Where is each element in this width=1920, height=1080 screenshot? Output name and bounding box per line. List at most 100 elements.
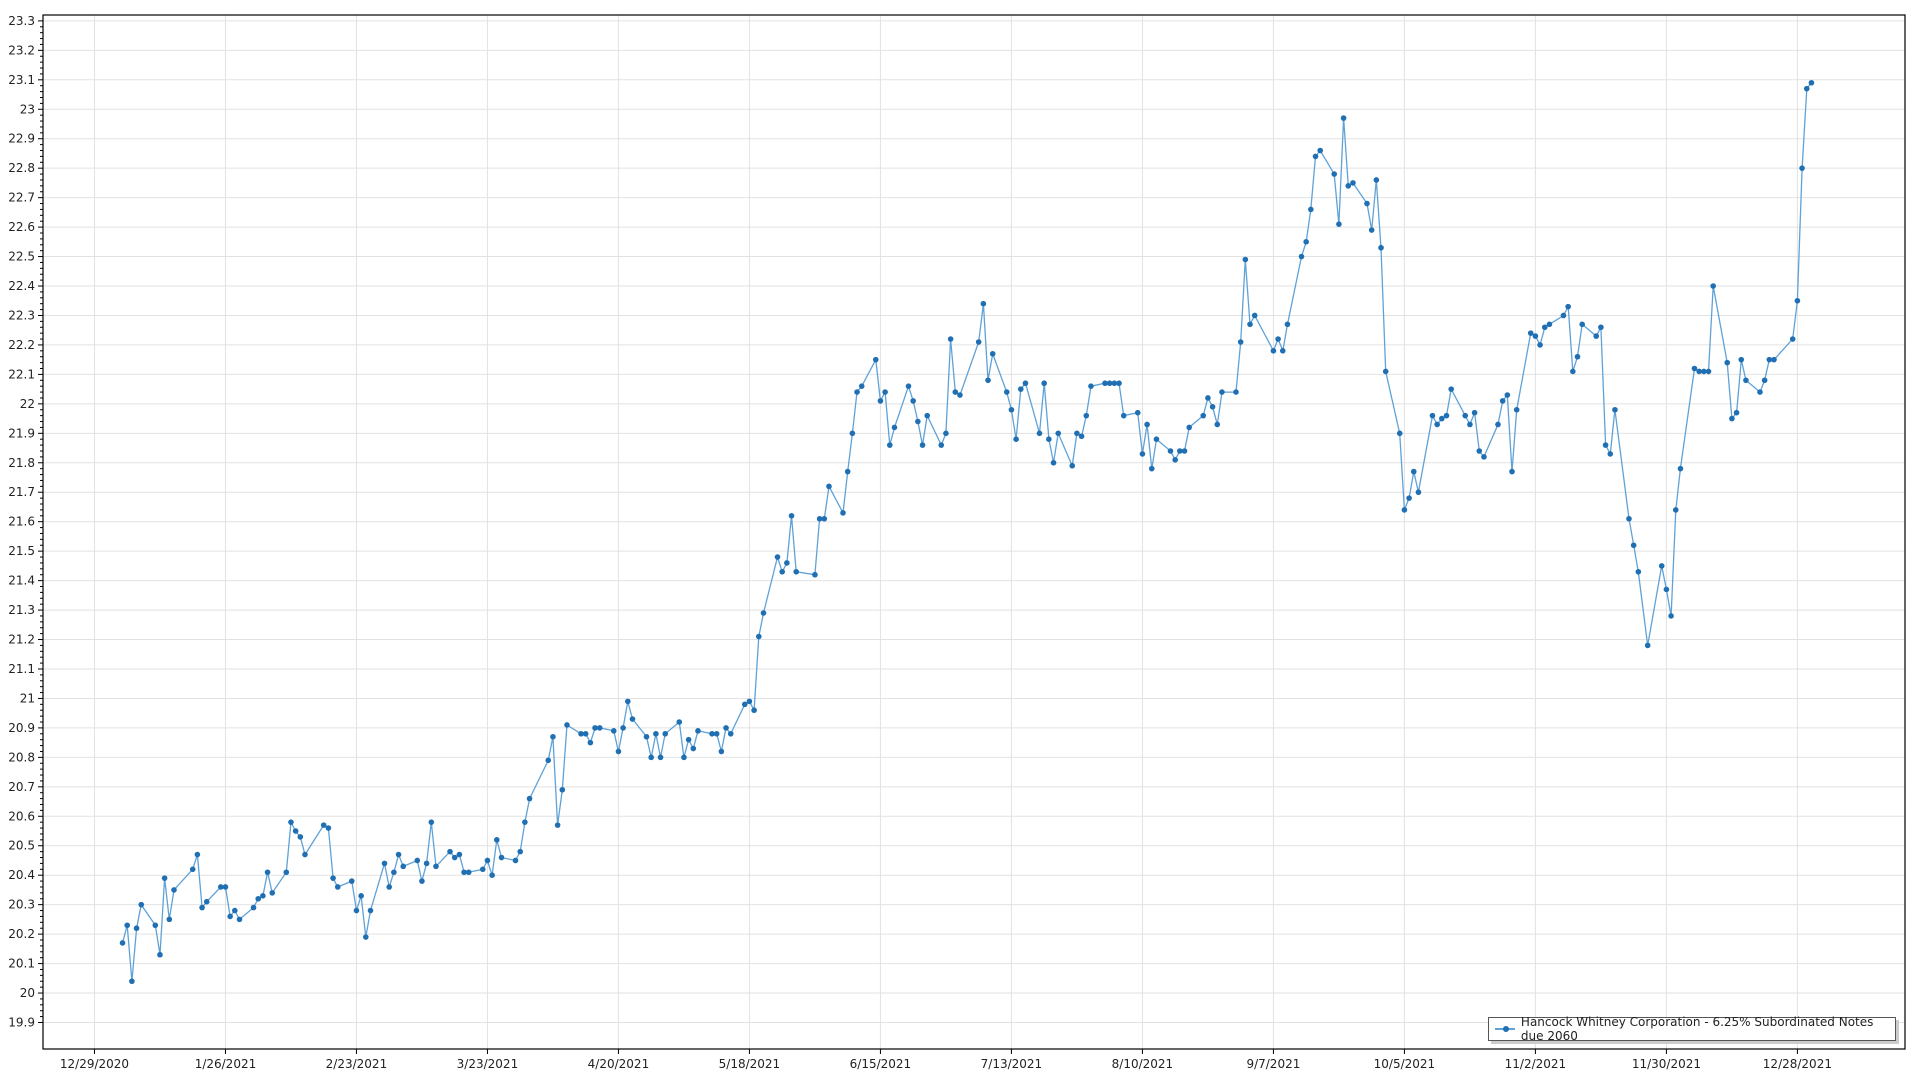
x-tick-label: 11/2/2021 — [1505, 1057, 1567, 1071]
data-point — [1658, 563, 1665, 569]
data-point — [676, 719, 683, 725]
data-point — [1593, 333, 1600, 339]
series-markers — [119, 79, 1815, 985]
data-point — [1612, 406, 1618, 413]
data-point — [849, 430, 856, 437]
data-point — [1799, 165, 1805, 171]
y-tick-label: 21.4 — [8, 574, 35, 588]
data-point — [129, 978, 135, 985]
data-point — [709, 730, 715, 737]
y-tick-label: 20.2 — [8, 927, 35, 941]
data-point — [264, 869, 271, 876]
data-point — [788, 512, 795, 519]
data-point — [395, 851, 402, 858]
data-point — [1036, 430, 1043, 437]
data-point — [330, 875, 336, 881]
data-point — [1120, 412, 1127, 419]
x-tick-label: 5/18/2021 — [719, 1057, 781, 1071]
data-point — [582, 730, 589, 737]
data-point — [989, 350, 996, 357]
data-point — [1181, 448, 1188, 454]
y-tick-label: 21.5 — [8, 544, 35, 558]
data-point — [199, 904, 205, 911]
data-point — [713, 730, 720, 737]
data-point — [760, 610, 767, 616]
data-point — [1710, 283, 1716, 289]
data-point — [1803, 85, 1810, 92]
data-point — [269, 890, 276, 896]
data-point — [559, 786, 566, 793]
data-point — [793, 568, 800, 575]
data-point — [1644, 642, 1651, 649]
data-point — [592, 725, 598, 731]
data-point — [587, 739, 594, 746]
data-point — [872, 356, 879, 363]
data-point — [657, 754, 664, 761]
y-tick-label: 20.6 — [8, 809, 35, 823]
data-point — [1761, 377, 1768, 384]
data-point — [1504, 392, 1511, 398]
data-point — [1672, 507, 1679, 513]
data-point — [1364, 200, 1370, 207]
data-point — [414, 857, 421, 864]
data-point — [1495, 421, 1501, 428]
data-point — [564, 722, 570, 728]
y-tick-label: 21.2 — [8, 633, 35, 647]
data-point — [1532, 333, 1539, 339]
data-point — [461, 869, 467, 876]
data-point — [171, 887, 177, 893]
data-point — [1570, 368, 1576, 375]
data-point — [723, 725, 729, 731]
data-point — [718, 748, 725, 755]
data-point — [1771, 356, 1777, 363]
data-point — [919, 442, 926, 448]
data-point — [1111, 380, 1118, 387]
data-point — [1462, 412, 1469, 419]
data-point — [1368, 227, 1375, 233]
data-point — [1186, 424, 1193, 431]
data-point — [1106, 380, 1113, 387]
data-point — [858, 383, 865, 389]
data-point — [292, 828, 299, 834]
data-point — [1439, 415, 1445, 422]
data-point — [1308, 206, 1314, 213]
data-point — [456, 851, 463, 858]
data-point — [924, 412, 931, 419]
y-tick-label: 22.6 — [8, 220, 35, 234]
data-point — [358, 893, 364, 899]
y-tick-label: 23 — [20, 102, 35, 116]
data-point — [1574, 353, 1581, 360]
data-point — [1677, 465, 1684, 472]
data-point — [1724, 359, 1731, 366]
data-point — [1055, 430, 1062, 437]
data-point — [1560, 312, 1567, 319]
data-point — [1041, 380, 1047, 387]
x-tick-label: 7/13/2021 — [981, 1057, 1043, 1071]
data-point — [484, 857, 491, 864]
y-tick-label: 22.2 — [8, 338, 35, 352]
data-point — [877, 398, 884, 404]
data-point — [1214, 421, 1221, 428]
data-point — [1757, 389, 1763, 395]
data-point — [816, 515, 823, 522]
data-point — [232, 907, 238, 914]
data-point — [334, 884, 341, 890]
x-tick-label: 4/20/2021 — [588, 1057, 650, 1071]
y-tick-label: 22.9 — [8, 132, 35, 146]
data-point — [1729, 415, 1735, 422]
data-point — [741, 701, 748, 708]
y-tick-label: 22.8 — [8, 161, 35, 175]
data-point — [695, 728, 701, 734]
data-point — [1701, 368, 1707, 375]
y-tick-label: 20.4 — [8, 868, 35, 882]
data-point — [1209, 404, 1216, 410]
data-point — [1284, 321, 1291, 328]
data-point — [844, 468, 851, 475]
data-point — [119, 940, 126, 946]
y-tick-label: 20 — [20, 986, 35, 1000]
data-point — [353, 907, 360, 914]
data-point — [166, 916, 173, 923]
data-point — [391, 869, 397, 876]
data-point — [980, 300, 987, 307]
data-point — [512, 857, 519, 864]
